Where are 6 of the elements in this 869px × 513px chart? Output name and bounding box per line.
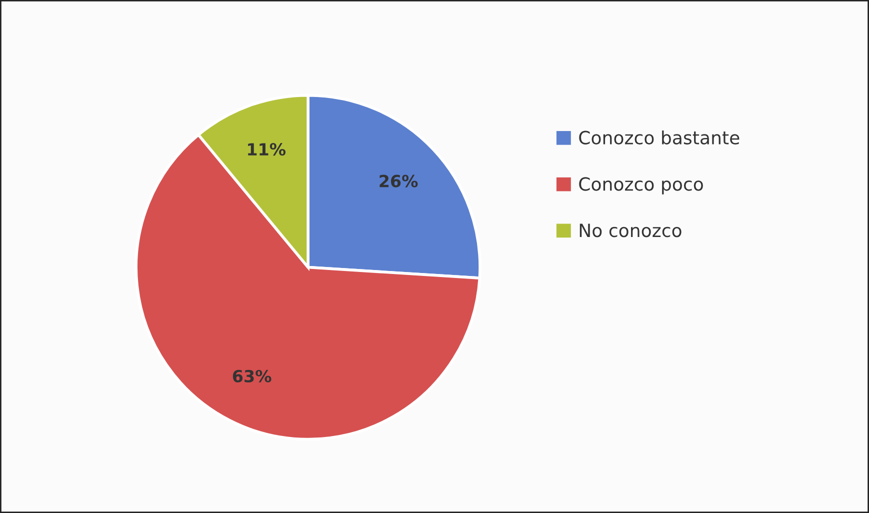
legend-label: Conozco poco xyxy=(579,177,703,194)
data-label: 63% xyxy=(232,370,272,382)
legend-label: No conozco xyxy=(580,224,682,238)
data-label: 26% xyxy=(380,174,418,188)
legend-label: Conozco bastante xyxy=(579,130,740,144)
data-label: 11% xyxy=(248,143,286,156)
